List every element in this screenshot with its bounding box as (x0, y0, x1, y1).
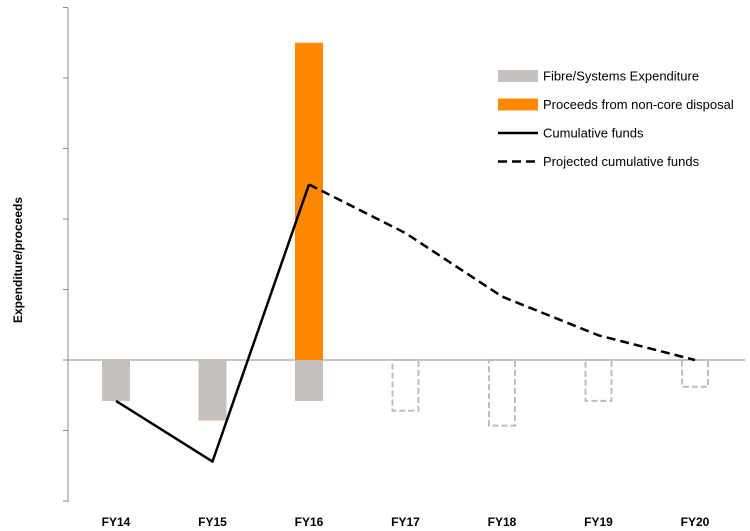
bars (102, 42, 709, 427)
legend-label-fibre-systems-expenditure: Fibre/Systems Expenditure (543, 69, 699, 84)
bar-projected-expenditure-fy18 (488, 359, 516, 427)
line-projected-cumulative-funds (308, 183, 696, 362)
y-axis-label: Expenditure/proceeds (11, 197, 25, 323)
legend-label-cumulative-funds: Cumulative funds (543, 126, 644, 141)
bar-projected-expenditure-fy20 (681, 359, 709, 388)
x-tick-label-fy19: FY19 (584, 515, 613, 529)
bar-fibre-systems-expenditure-fy14 (102, 360, 130, 401)
legend: Fibre/Systems Expenditure Proceeds from n… (498, 69, 734, 169)
bar-projected-expenditure-fy19 (584, 359, 613, 402)
bar-fibre-systems-expenditure-fy15 (198, 360, 227, 421)
legend-label-proceeds-from-non-core-disposal: Proceeds from non-core disposal (543, 97, 734, 112)
lines (115, 183, 696, 463)
x-tick-label-fy17: FY17 (391, 515, 420, 529)
x-tick-label-fy16: FY16 (295, 515, 324, 529)
legend-swatch-fibre-systems-expenditure (498, 70, 538, 82)
x-tick-label-fy15: FY15 (198, 515, 227, 529)
x-tick-label-fy18: FY18 (488, 515, 517, 529)
bar-projected-expenditure-fy17 (391, 359, 420, 412)
x-tick-label-fy20: FY20 (681, 515, 710, 529)
bar-proceeds-from-non-core-disposal-fy16 (295, 42, 323, 360)
x-tick-labels: FY14 FY15 FY16 FY17 FY18 FY19 FY20 (102, 515, 710, 529)
line-cumulative-funds (115, 184, 311, 463)
bar-fibre-systems-expenditure-fy16 (295, 360, 323, 401)
legend-swatch-proceeds-from-non-core-disposal (498, 98, 538, 111)
x-tick-label-fy14: FY14 (102, 515, 131, 529)
legend-label-projected-cumulative-funds: Projected cumulative funds (543, 154, 700, 169)
